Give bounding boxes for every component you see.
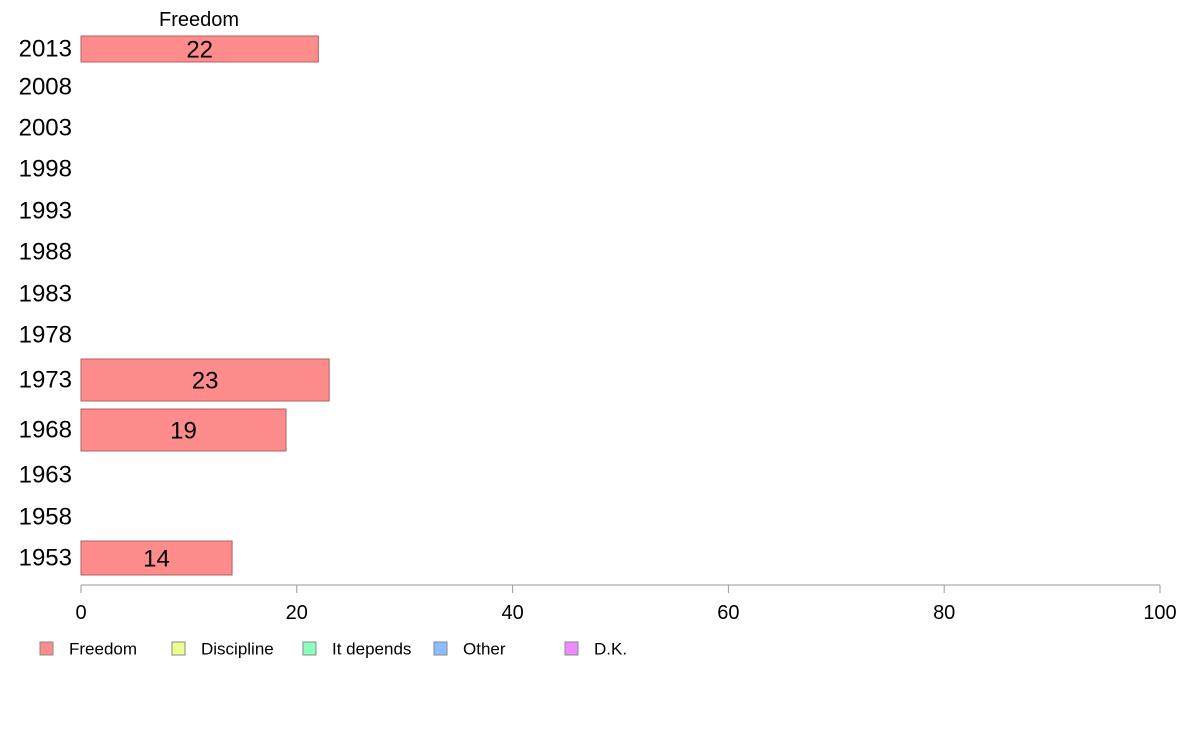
bar-value-label: 23: [192, 368, 219, 395]
legend-label: Freedom: [69, 640, 137, 659]
legend-label: It depends: [332, 640, 411, 659]
legend-swatch: [39, 641, 54, 656]
year-label: 1968: [19, 417, 72, 444]
legend-label: Other: [463, 640, 506, 659]
x-tick-label: 80: [933, 602, 955, 624]
legend: Freedom Discipline It depends Other D.K.: [39, 640, 627, 659]
legend-swatch: [302, 641, 317, 656]
x-axis: 0 20 40 60 80 100: [75, 584, 1177, 624]
year-label: 1993: [19, 198, 72, 225]
year-label: 1973: [19, 367, 72, 394]
bar: [80, 35, 319, 63]
bar-value-label: 19: [170, 418, 197, 445]
x-tick-label: 20: [286, 602, 308, 624]
x-tick-label: 40: [501, 602, 523, 624]
year-label: 1958: [19, 504, 72, 531]
legend-swatch: [433, 641, 448, 656]
bar: [80, 408, 287, 452]
year-label: 1998: [19, 156, 72, 183]
column-header: Freedom: [159, 9, 239, 31]
legend-swatch: [564, 641, 579, 656]
year-label: 2008: [19, 74, 72, 101]
x-tick-label: 60: [717, 602, 739, 624]
year-label: 1983: [19, 281, 72, 308]
bar: [80, 540, 233, 576]
bar: [80, 358, 330, 402]
bars: 22 23 19 14: [80, 35, 330, 576]
year-label: 1978: [19, 322, 72, 349]
x-tick-label: 0: [75, 602, 86, 624]
legend-swatch: [171, 641, 186, 656]
year-label: 1963: [19, 462, 72, 489]
legend-label: D.K.: [594, 640, 627, 659]
year-label: 2003: [19, 115, 72, 142]
year-label: 2013: [19, 36, 72, 63]
year-labels: 2013 2008 2003 1998 1993 1988 1983 1978 1973 1968…: [19, 36, 72, 572]
bar-value-label: 22: [186, 37, 213, 64]
year-label: 1953: [19, 545, 72, 572]
year-label: 1988: [19, 239, 72, 266]
legend-label: Discipline: [201, 640, 274, 659]
bar-value-label: 14: [143, 546, 170, 573]
x-tick-label: 100: [1143, 602, 1176, 624]
